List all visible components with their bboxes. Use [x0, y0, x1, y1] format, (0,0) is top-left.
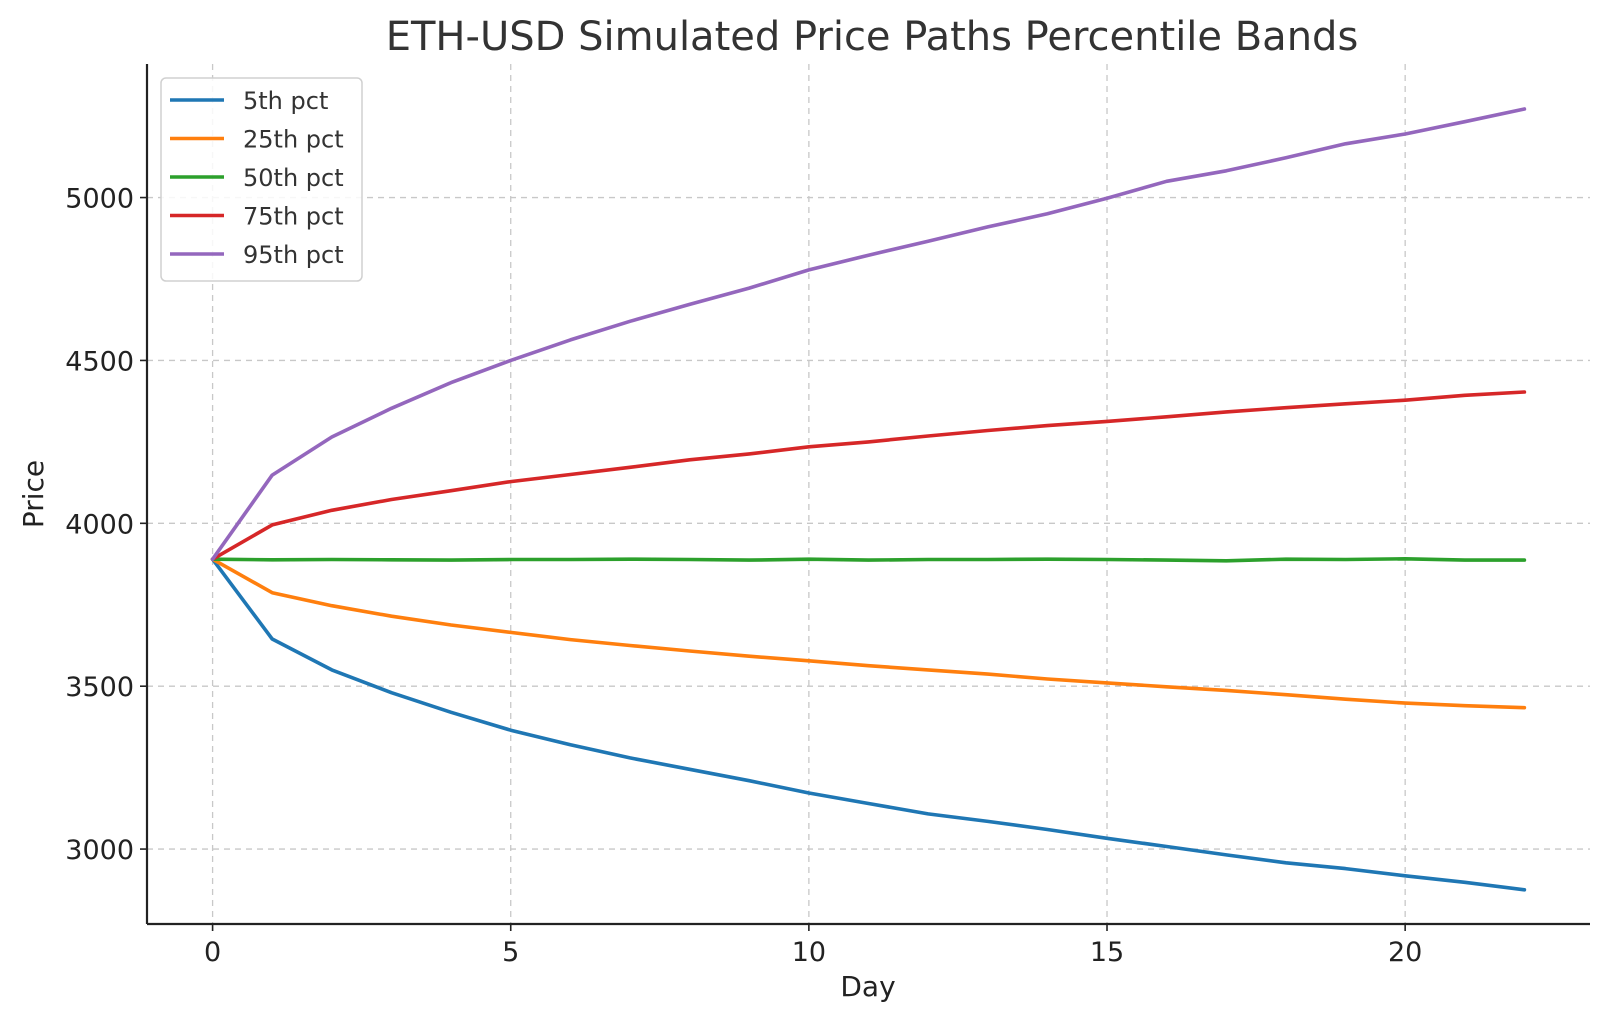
series-line-50th-pct — [210, 556, 1527, 563]
y-tick-label: 5000 — [65, 184, 134, 215]
y-tick-label: 3000 — [65, 835, 134, 866]
x-tick-label: 5 — [502, 937, 519, 968]
x-tick-label: 15 — [1090, 937, 1124, 968]
legend-frame — [160, 77, 363, 282]
legend-label: 95th pct — [243, 241, 344, 269]
legend-label: 50th pct — [243, 164, 344, 192]
legend-items: 5th pct 25th pct 50th pct 75th pct 95th pct — [170, 87, 344, 269]
tick-layer: 0 5 10 15 20 3000 3500 4000 4500 5000 — [65, 184, 1422, 968]
x-axis-label: Day — [840, 970, 895, 1003]
x-tick-label: 20 — [1388, 937, 1422, 968]
x-tick-label: 0 — [204, 937, 221, 968]
y-tick-label: 4500 — [65, 346, 134, 377]
series-line-75th-pct — [210, 390, 1527, 562]
legend-label: 25th pct — [243, 126, 344, 154]
legend: 5th pct 25th pct 50th pct 75th pct 95th pct — [160, 77, 363, 282]
chart-title: ETH-USD Simulated Price Paths Percentile… — [386, 14, 1359, 60]
series-line-95th-pct — [210, 107, 1527, 562]
legend-label: 5th pct — [243, 87, 328, 115]
axes-layer — [145, 64, 1590, 926]
series-line-5th-pct — [210, 557, 1527, 892]
x-tick-label: 10 — [792, 937, 826, 968]
series-line-25th-pct — [210, 557, 1527, 710]
y-axis-label: Price — [17, 460, 50, 528]
y-tick-label: 3500 — [65, 672, 134, 703]
y-tick-label: 4000 — [65, 509, 134, 540]
grid-layer — [147, 64, 1590, 924]
legend-label: 75th pct — [243, 203, 344, 231]
series-layer — [210, 107, 1527, 892]
